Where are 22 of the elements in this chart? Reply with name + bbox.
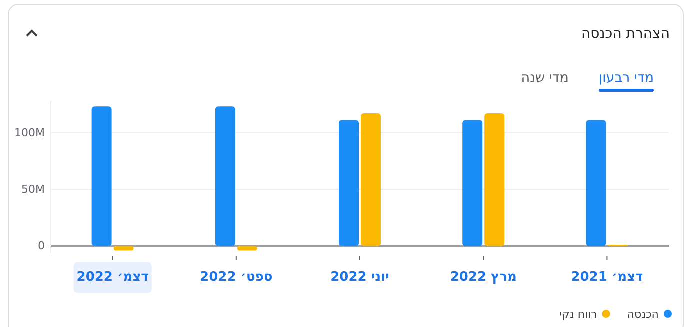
bar [361,113,381,246]
bar [586,120,606,246]
bar [92,106,112,246]
legend-label: הכנסה [627,308,659,321]
bar [114,246,134,251]
y-tick-label: 100M [14,126,45,140]
bar [237,246,258,251]
x-tick-label: מרץ 2022 [450,270,517,286]
text: מדי רבעון [598,70,654,86]
bar [215,106,236,246]
text: מדי שנה [521,70,569,86]
y-tick-label: 0 [38,240,45,253]
bar [462,120,483,246]
bar [484,113,505,246]
x-tick-label: יוני 2022 [330,270,390,286]
bar [339,120,359,246]
x-tick-label: דצמ׳ 2021 [571,270,644,286]
chart-title: הצהרת הכנסה [581,26,670,42]
x-tick-label: ספט׳ 2022 [200,270,273,286]
x-tick-label: דצמ׳ 2022 [76,270,150,286]
legend-label: רווח נקי [560,308,598,321]
y-tick-label: 50M [22,183,45,196]
